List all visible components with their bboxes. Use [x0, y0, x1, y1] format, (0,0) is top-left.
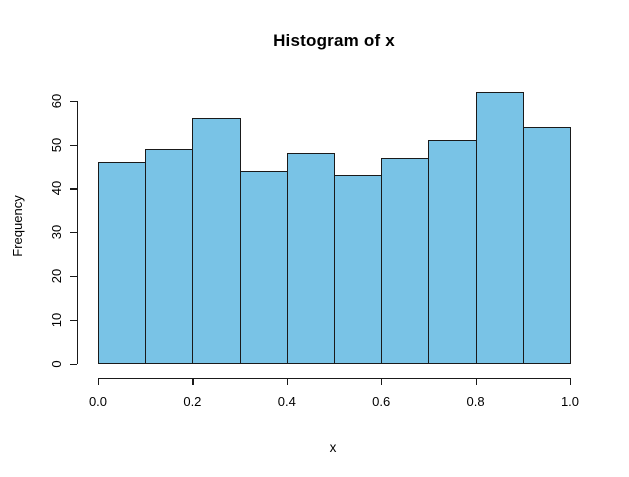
chart-title: Histogram of x: [273, 31, 395, 50]
histogram-bar: [239, 170, 288, 364]
x-axis-label: x: [329, 440, 337, 455]
histogram-bar: [522, 126, 571, 364]
x-tick-label: 0.8: [466, 394, 485, 409]
histogram-bar: [98, 162, 147, 364]
y-tick-mark: [69, 232, 77, 234]
x-tick-label: 0.6: [372, 394, 391, 409]
histogram-bar: [475, 91, 524, 364]
x-tick-label: 0.2: [183, 394, 202, 409]
x-axis-line: [98, 378, 570, 380]
x-tick-mark: [286, 378, 288, 386]
x-tick-mark: [381, 378, 383, 386]
y-tick-mark: [69, 100, 77, 102]
x-tick-label: 0.0: [88, 394, 108, 409]
y-tick-mark: [69, 188, 77, 190]
y-axis-label: Frequency: [9, 195, 25, 257]
histogram-bar: [145, 148, 194, 364]
x-tick-mark: [98, 378, 100, 386]
histogram-bar: [286, 153, 335, 364]
x-tick-mark: [192, 378, 194, 386]
x-tick-label: 1.0: [560, 394, 580, 409]
histogram-bar: [192, 118, 241, 364]
x-tick-mark: [570, 378, 572, 386]
y-tick-mark: [69, 144, 77, 146]
histogram-bar: [428, 140, 477, 364]
x-tick-label: 0.4: [277, 394, 296, 409]
y-tick-mark: [69, 320, 77, 322]
histogram-bar: [334, 175, 383, 364]
histogram-bar: [381, 157, 430, 364]
x-tick-mark: [475, 378, 477, 386]
y-tick-mark: [69, 364, 77, 366]
y-tick-mark: [69, 276, 77, 278]
y-axis-line: [76, 100, 78, 364]
y-tick-label: 60: [48, 93, 64, 108]
